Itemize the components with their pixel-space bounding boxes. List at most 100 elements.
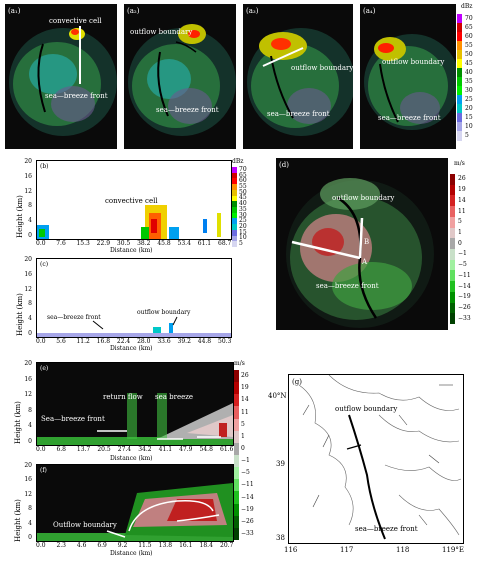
c-ytick: 8 (28, 300, 32, 308)
colorbar-e-tick: 0 (241, 444, 245, 452)
b-xtick: 0.0 (36, 240, 46, 247)
colorbar-d-cell (450, 302, 455, 314)
colorbar-b-cell (232, 195, 237, 202)
colorbar-d-cell (450, 281, 455, 293)
colorbar-d-tick: 11 (458, 207, 466, 215)
lat-tick-39: 39 (276, 460, 285, 468)
colorbar-dbz-top-tick: 10 (465, 122, 473, 130)
colorbar-dbz-top: dBz 70 65 60 55 50 45 40 35 30 25 20 15 10 5 (457, 3, 481, 146)
label-sea-breeze-front-e: Sea—breeze front (41, 415, 105, 423)
colorbar-b-tick: 35 (239, 205, 247, 213)
e-ytick: 0 (28, 438, 32, 445)
label-sea-breeze-front-a4: sea—breeze front (378, 114, 441, 122)
e-xtick: 54.8 (199, 446, 213, 453)
colorbar-d-cell (450, 270, 455, 282)
colorbar-dbz-top-cell (457, 95, 462, 105)
label-outflow-boundary-d: outflow boundary (332, 194, 395, 202)
colorbar-dbz-top-cell (457, 68, 462, 78)
colorbar-e-cell (234, 527, 239, 541)
label-sea-breeze: sea breeze (155, 393, 194, 401)
label-sea-breeze-front-a3: sea—breeze front (267, 110, 330, 118)
colorbar-dbz-top-cell (457, 122, 462, 132)
colorbar-e-tick: −11 (241, 481, 254, 489)
yticks-f: 20 16 12 8 4 0 (18, 462, 34, 541)
colorbar-e-cell (234, 467, 239, 480)
c-xtick: 0.0 (36, 338, 46, 345)
b-ytick: 4 (28, 217, 32, 225)
f-ytick: 12 (24, 490, 32, 498)
colorbar-e-tick: −1 (241, 457, 250, 465)
colorbar-b-tick: 20 (239, 223, 247, 230)
radar-panel-d: (d) outflow boundary sea—breeze front B … (276, 158, 448, 330)
colorbar-d-cell (450, 313, 455, 325)
colorbar-e-unit: m/s (234, 360, 245, 367)
label-sea-breeze-front-g: sea—breeze front (355, 525, 418, 533)
e-xtick: 27.4 (117, 446, 132, 453)
plot-c-image (37, 316, 231, 337)
f-xtick: 13.8 (158, 542, 173, 549)
lat-tick-40: 40°N (268, 392, 287, 400)
colorbar-dbz-top-unit: dBz (461, 3, 473, 10)
colorbar-d-cell (450, 174, 455, 186)
b-xtick: 30.5 (116, 240, 131, 247)
colorbar-dbz-top-cells (457, 14, 462, 141)
f-xtick: 9.2 (117, 542, 128, 549)
figure-c: Height (km) 20 16 12 8 4 0 (c) sea—breeze fro… (0, 256, 252, 352)
plot-f: (f) Outflow boundary (36, 464, 234, 542)
colorbar-dbz-top-tick: 70 (465, 14, 473, 22)
colorbar-d-cell (450, 249, 455, 261)
colorbar-b-tick: 65 (239, 171, 247, 179)
radar-image-d (286, 178, 434, 328)
lat-tick-38: 38 (276, 534, 285, 542)
colorbar-b-cell (232, 207, 237, 214)
f-xtick: 2.3 (56, 542, 66, 549)
panel-tag-c: (c) (40, 261, 49, 268)
colorbar-e-cell (234, 515, 239, 529)
b-ytick: 12 (24, 187, 32, 195)
colorbar-e-tick: 11 (241, 408, 249, 416)
colorbar-d-tick: −26 (458, 303, 471, 311)
colorbar-dbz-top-cell (457, 104, 462, 114)
c-xtick: 5.6 (56, 338, 66, 345)
c-ytick: 12 (24, 285, 32, 293)
colorbar-dbz-top-cell (457, 77, 462, 87)
colorbar-dbz-top-tick: 60 (465, 32, 473, 40)
colorbar-e-cell (234, 382, 239, 395)
colorbar-e-cell (234, 430, 239, 444)
radar-image-a2 (128, 24, 236, 136)
colorbar-e-tick: 14 (241, 396, 249, 404)
colorbar-e-cell (234, 455, 239, 468)
colorbar-b-cell (232, 201, 237, 208)
panel-tag-e: (e) (40, 365, 49, 372)
colorbar-d-unit: m/s (454, 160, 465, 167)
colorbar-b-tick: 40 (239, 200, 247, 208)
colorbar-d-tick: −11 (458, 271, 471, 279)
colorbar-b-tick: 60 (239, 177, 247, 185)
colorbar-d-tick: −14 (458, 282, 471, 290)
colorbar-e-tick: 19 (241, 384, 249, 392)
colorbar-b-cell (232, 184, 237, 191)
f-xtick: 20.7 (220, 542, 234, 549)
c-ytick: 4 (28, 315, 32, 323)
lon-tick-117: 117 (340, 546, 354, 554)
colorbar-dbz-top-tick: 35 (465, 77, 473, 85)
colorbar-d-tick: −5 (458, 261, 467, 269)
colorbar-e-tick: −19 (241, 505, 254, 513)
figure-e: Height (km) 20 16 12 8 4 0 (e) return flow se… (0, 360, 258, 456)
colorbar-dbz-top-cell (457, 32, 462, 42)
f-ytick: 4 (28, 519, 32, 527)
b-ytick: 16 (24, 172, 32, 180)
e-xtick: 6.8 (56, 446, 66, 453)
b-xtick: 61.1 (197, 240, 212, 247)
colorbar-dbz-top-tick: 50 (465, 50, 473, 58)
panel-tag-g: (g) (292, 378, 302, 386)
f-xtick: 11.5 (138, 542, 152, 549)
lon-tick-119: 119°E (442, 546, 464, 554)
colorbar-b-tick: 45 (239, 194, 247, 202)
radar-image-a1 (9, 26, 117, 136)
label-outflow-boundary-a2: outflow boundary (130, 28, 193, 36)
figure-g: (g) outflow boundary sea—breeze front 40… (268, 366, 480, 562)
colorbar-d-cell (450, 206, 455, 218)
radar-image-a4 (364, 34, 456, 130)
xticks-f: 0.0 2.3 4.6 6.9 9.2 11.5 13.8 16.1 18.4 20.7 (36, 542, 234, 550)
